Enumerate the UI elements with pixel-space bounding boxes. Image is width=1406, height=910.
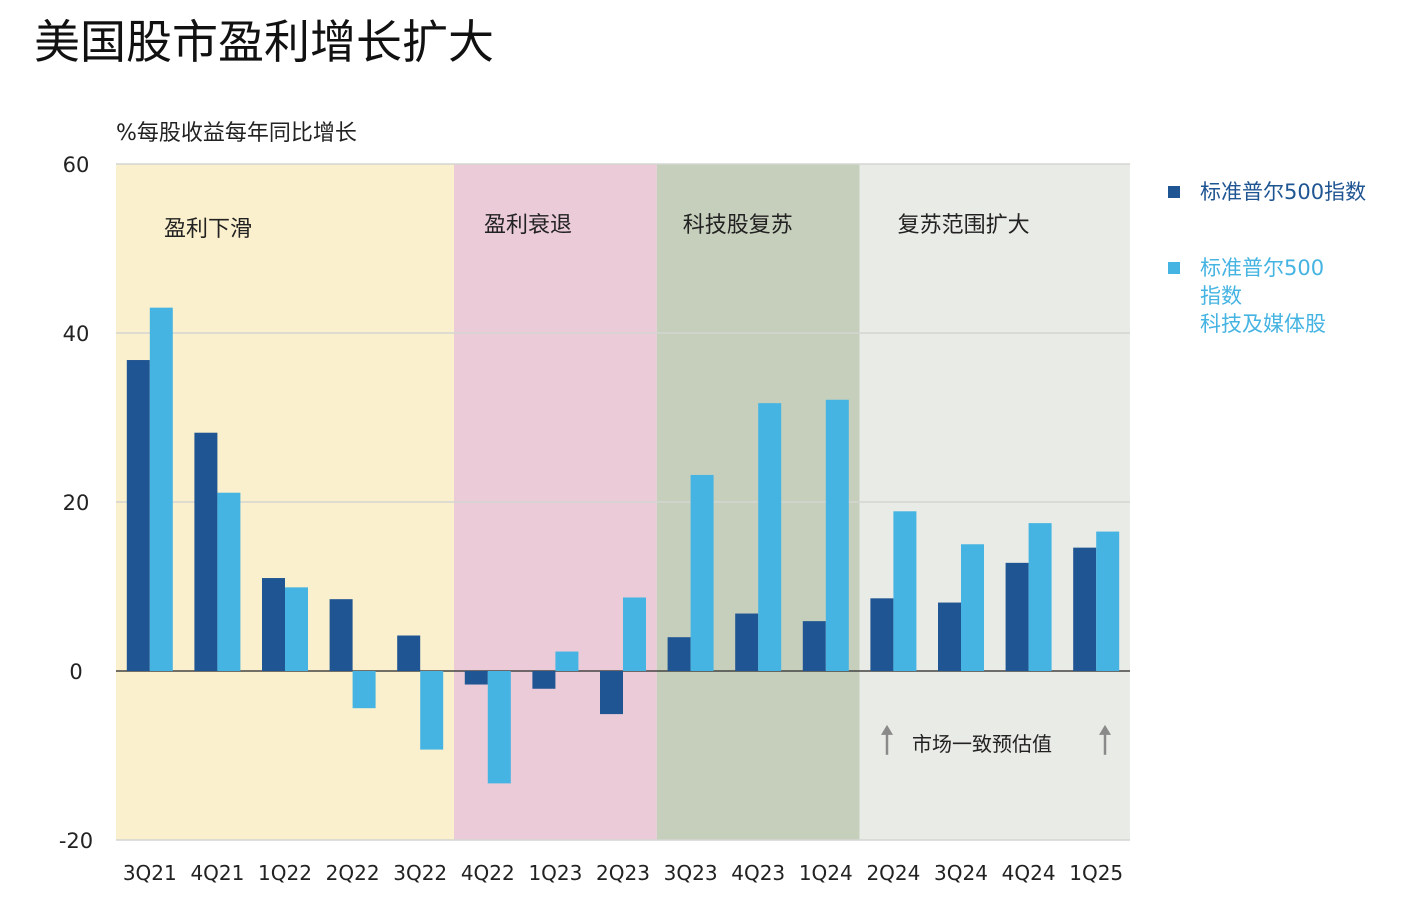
bars [126, 307, 1120, 784]
y-tick-label: 40 [63, 322, 90, 346]
phase-label-3: 科技股复苏 [683, 213, 793, 238]
bar-sp500-2Q22 [329, 599, 353, 671]
bar-sp500-4Q23 [735, 613, 759, 671]
bar-sp500-1Q25 [1073, 547, 1097, 671]
x-tick-label: 2Q22 [326, 861, 380, 885]
bar-tech-media-2Q24 [893, 511, 917, 671]
bar-tech-media-4Q21 [217, 492, 241, 671]
up-arrow-icon [881, 724, 893, 755]
phase-label-4: 复苏范围扩大 [898, 213, 1030, 238]
y-tick-label: 0 [69, 660, 82, 684]
x-tick-label: 1Q22 [258, 861, 312, 885]
page-title: 美国股市盈利增长扩大 [34, 15, 494, 69]
bar-tech-media-1Q22 [285, 587, 308, 671]
x-tick-label: 3Q22 [393, 861, 447, 885]
bar-tech-media-3Q24 [961, 544, 984, 671]
legend-swatch-tech-media [1168, 262, 1180, 274]
phase-label-1: 盈利下滑 [164, 217, 252, 242]
bar-sp500-3Q22 [397, 635, 421, 671]
bar-sp500-2Q23 [600, 671, 623, 715]
bar-tech-media-3Q23 [690, 474, 714, 671]
bar-sp500-4Q21 [194, 432, 218, 671]
eps-growth-chart: %每股收益每年同比增长 盈利下滑 盈利衰退 科技股复苏 复苏范围扩大 60 40 20 0 -2… [59, 121, 1130, 885]
bar-tech-media-1Q24 [825, 399, 849, 671]
x-tick-label: 3Q23 [664, 861, 718, 885]
bar-sp500-1Q24 [802, 621, 826, 671]
legend-label-sp500: 标准普尔500指数 [1200, 180, 1367, 204]
legend-label-tech-media-line1: 标准普尔500 [1200, 256, 1325, 280]
legend-item-sp500: 标准普尔500指数 [1166, 178, 1402, 206]
y-tick-label: -20 [59, 829, 93, 853]
bar-sp500-1Q23 [532, 671, 556, 689]
x-tick-label: 1Q23 [528, 861, 582, 885]
bar-sp500-3Q21 [126, 360, 150, 671]
phase-label-2: 盈利衰退 [484, 213, 572, 238]
x-tick-label: 1Q24 [799, 861, 853, 885]
x-tick-label: 1Q25 [1069, 861, 1123, 885]
x-tick-label: 4Q24 [1002, 861, 1056, 885]
x-tick-label: 4Q22 [461, 861, 515, 885]
y-tick-label: 20 [63, 491, 90, 515]
bar-tech-media-1Q25 [1096, 531, 1120, 671]
bar-tech-media-4Q22 [487, 671, 511, 784]
legend: 标准普尔500指数 标准普尔500 指数 科技及媒体股 [1166, 178, 1402, 338]
x-tick-label: 3Q21 [123, 861, 177, 885]
x-tick-label: 4Q21 [190, 861, 244, 885]
bar-sp500-4Q22 [464, 671, 488, 685]
legend-item-tech-media: 标准普尔500 指数 科技及媒体股 [1166, 254, 1402, 338]
bar-sp500-4Q24 [1005, 562, 1029, 671]
x-tick-label: 2Q23 [596, 861, 650, 885]
bar-tech-media-1Q23 [555, 651, 579, 671]
legend-label-tech-media-line3: 科技及媒体股 [1200, 312, 1326, 336]
y-axis-label: %每股收益每年同比增长 [116, 121, 357, 146]
consensus-annotation: 市场一致预估值 [912, 732, 1052, 756]
bar-sp500-2Q24 [870, 598, 894, 671]
bar-sp500-1Q22 [262, 578, 285, 671]
bar-tech-media-3Q22 [420, 671, 444, 750]
bar-tech-media-2Q23 [623, 597, 646, 671]
chart-panel: %每股收益每年同比增长 盈利下滑 盈利衰退 科技股复苏 复苏范围扩大 60 40 20 0 -2… [46, 106, 1142, 906]
x-tick-label: 2Q24 [866, 861, 920, 885]
legend-label-tech-media-line2: 指数 [1200, 284, 1242, 308]
x-tick-label: 4Q23 [731, 861, 785, 885]
up-arrow-icon [1099, 724, 1111, 755]
x-tick-label: 3Q24 [934, 861, 988, 885]
bar-tech-media-2Q22 [352, 671, 376, 709]
chart-text: %每股收益每年同比增长 盈利下滑 盈利衰退 科技股复苏 复苏范围扩大 60 40 20 0 -2… [59, 121, 1123, 885]
bar-tech-media-4Q24 [1028, 523, 1052, 671]
bar-tech-media-3Q21 [149, 307, 173, 671]
bar-tech-media-4Q23 [758, 403, 782, 671]
bar-sp500-3Q24 [938, 602, 961, 671]
y-tick-label: 60 [63, 153, 90, 177]
bar-sp500-3Q23 [667, 637, 691, 671]
legend-swatch-sp500 [1168, 186, 1180, 198]
